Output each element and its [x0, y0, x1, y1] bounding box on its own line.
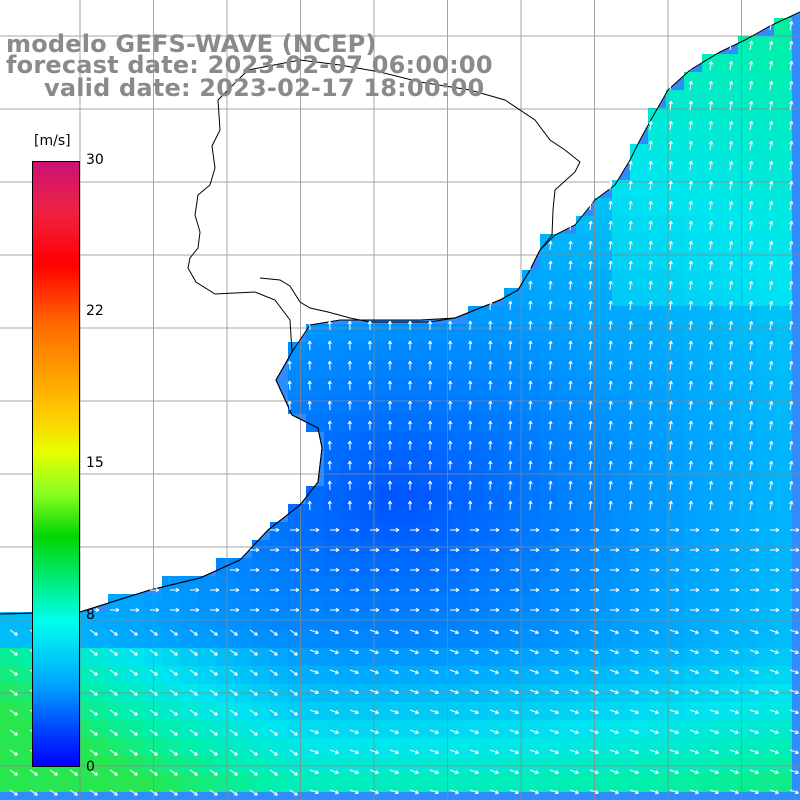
colorbar-tick-15: 15	[86, 455, 104, 471]
wind-speed-cells	[0, 18, 792, 792]
colorbar-tick-0: 0	[86, 759, 95, 775]
title-forecast-date: forecast date: 2023-02-07 06:00:00	[6, 51, 493, 79]
title-model: modelo GEFS-WAVE (NCEP)	[6, 30, 377, 58]
colorbar-tick-22: 22	[86, 303, 104, 319]
coastline	[0, 11, 800, 615]
colorbar-units: [m/s]	[34, 133, 71, 149]
colorbar-tick-8: 8	[86, 607, 95, 623]
colorbar-tick-30: 30	[86, 152, 104, 168]
colorbar	[32, 161, 80, 767]
title-valid-date: valid date: 2023-02-17 18:00:00	[44, 74, 485, 102]
